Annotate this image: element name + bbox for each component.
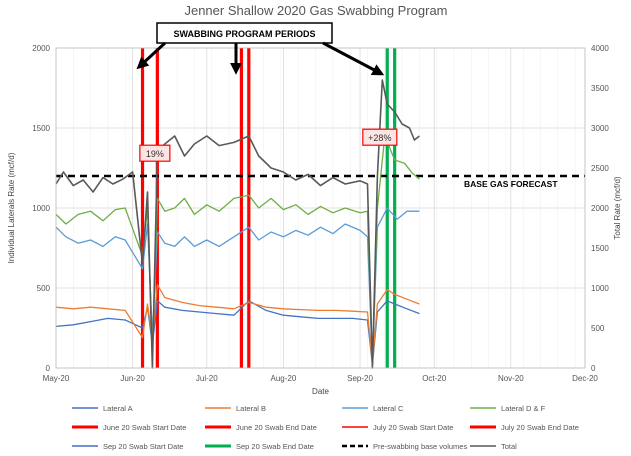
y-axis-title: Individual Laterals Rate (mcf/d): [7, 152, 16, 263]
series-total: [55, 79, 420, 369]
y2-tick-label: 0: [591, 364, 596, 373]
legend-label: July 20 Swab Start Date: [373, 423, 453, 432]
legend-label: Lateral B: [236, 404, 266, 413]
y-tick-label: 1000: [32, 204, 50, 213]
base-forecast-label: BASE GAS FORECAST: [464, 179, 558, 189]
axis-layer: 0 500 1000 1500 2000 0 500 1000 1500 2000 2500 3000…: [7, 44, 622, 396]
y2-tick-label: 1500: [591, 244, 609, 253]
y2-tick-label: 3500: [591, 84, 609, 93]
chart-title: Jenner Shallow 2020 Gas Swabbing Program: [184, 3, 447, 18]
legend-label: Sep 20 Swab Start Date: [103, 442, 183, 451]
legend-label: Lateral C: [373, 404, 404, 413]
grid-layer: [55, 47, 586, 369]
legend-label: June 20 Swab Start Date: [103, 423, 186, 432]
x-tick-label: Jul-20: [196, 374, 218, 383]
pct-label-box: [139, 144, 171, 162]
legend-label: Sep 20 Swab End Date: [236, 442, 314, 451]
legend-label: June 20 Swab End Date: [236, 423, 317, 432]
y-tick-label: 2000: [32, 44, 50, 53]
y-tick-label: 1500: [32, 124, 50, 133]
callout-arrow: [322, 41, 385, 76]
x-tick-label: Nov-20: [498, 374, 524, 383]
y2-tick-label: 3000: [591, 124, 609, 133]
x-tick-label: Jun-20: [120, 374, 145, 383]
legend-label: Pre-swabbing base volumes: [373, 442, 467, 451]
legend-label: Lateral D & F: [501, 404, 546, 413]
x-tick-label: Sep-20: [347, 374, 373, 383]
annotation-layer: SWABBING PROGRAM PERIODS 19% +28% BASE GAS …: [136, 22, 558, 189]
y-tick-label: 0: [46, 364, 51, 373]
series-lateral-c: [55, 207, 420, 366]
y2-tick-label: 500: [591, 324, 605, 333]
series-lateral-d-f: [55, 135, 420, 366]
legend-label: Total: [501, 442, 517, 451]
marker-layer: [56, 48, 585, 368]
pct-label: +28%: [368, 133, 391, 143]
pct-label-box: [362, 128, 398, 146]
legend-label: July 20 Swab End Date: [501, 423, 579, 432]
y2-tick-label: 2000: [591, 204, 609, 213]
x-axis-title: Date: [312, 387, 329, 396]
y2-tick-label: 2500: [591, 164, 609, 173]
series-layer: [55, 79, 420, 369]
y-tick-label: 500: [37, 284, 51, 293]
x-tick-label: Aug-20: [271, 374, 297, 383]
legend-label: Lateral A: [103, 404, 133, 413]
x-tick-label: Oct-20: [422, 374, 447, 383]
x-tick-label: Dec-20: [572, 374, 598, 383]
y2-axis-title: Total Rate (mcf/d): [613, 176, 622, 239]
y2-tick-label: 4000: [591, 44, 609, 53]
callout-label: SWABBING PROGRAM PERIODS: [173, 29, 315, 39]
y2-tick-label: 1000: [591, 284, 609, 293]
pct-label: 19%: [146, 149, 164, 159]
plot-frame: [55, 47, 586, 369]
legend: Lateral A Lateral B Lateral C Lateral D & F…: [72, 404, 579, 451]
x-tick-label: May-20: [43, 374, 70, 383]
series-lateral-b: [55, 284, 420, 364]
callout-arrow: [136, 41, 167, 70]
series-lateral-a: [55, 300, 420, 366]
callout-box: [156, 22, 333, 44]
